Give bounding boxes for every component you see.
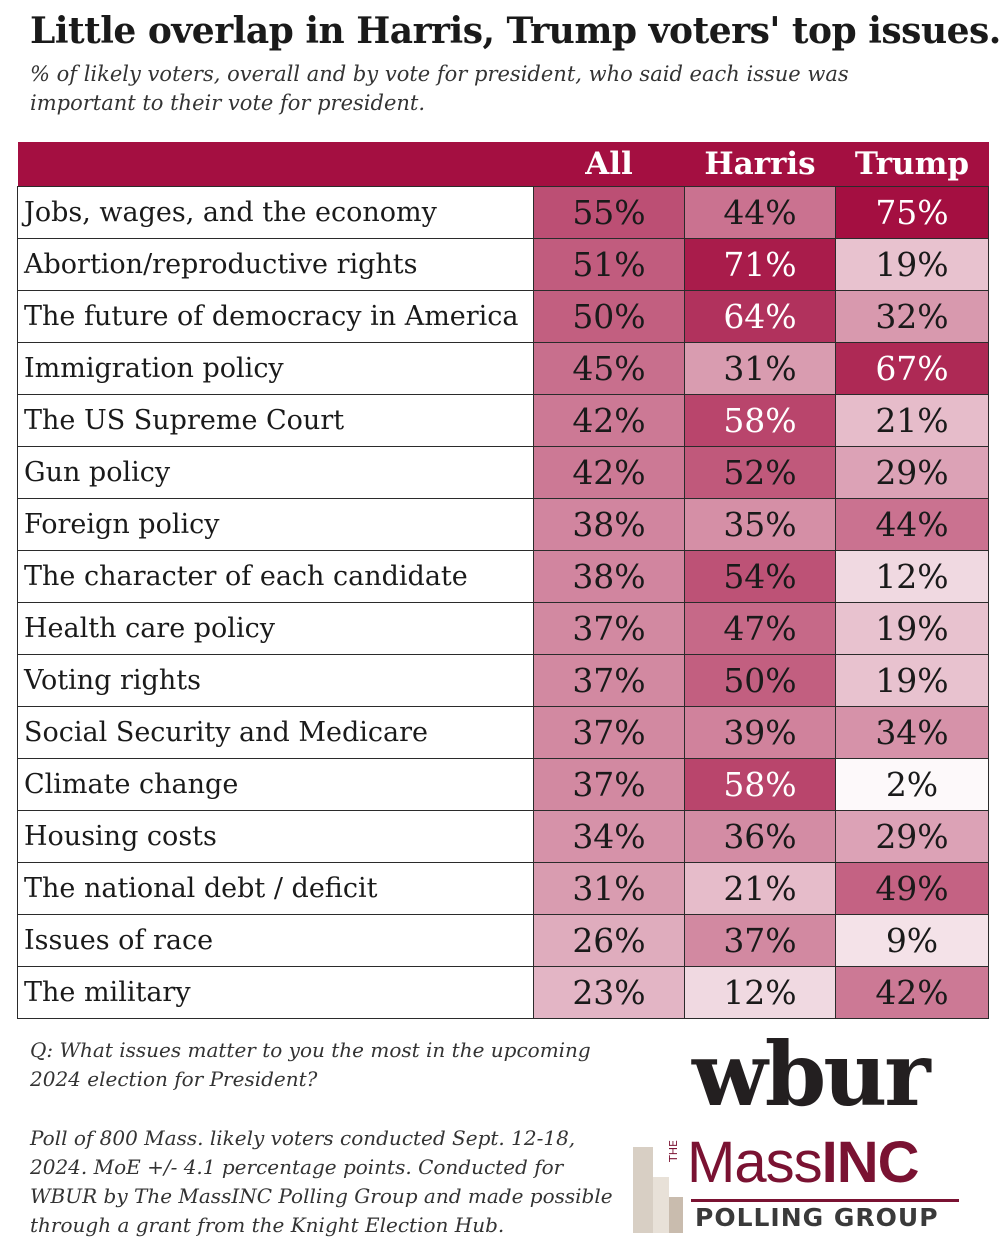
value-cell-harris: 58%: [684, 758, 836, 811]
massinc-logo: THE MassINC POLLING GROUP: [633, 1130, 963, 1237]
table-row: Foreign policy 38% 35% 44%: [17, 498, 989, 551]
table-row: Immigration policy 45% 31% 67%: [17, 342, 989, 395]
value-cell-all: 37%: [533, 706, 685, 759]
value-cell-harris: 58%: [684, 394, 836, 447]
issue-label: Issues of race: [17, 914, 534, 967]
value-cell-all: 51%: [533, 238, 685, 291]
massinc-bars-icon: [633, 1147, 683, 1233]
issue-label: Foreign policy: [17, 498, 534, 551]
value-cell-all: 34%: [533, 810, 685, 863]
massinc-rule: [691, 1199, 959, 1202]
table-row: Gun policy 42% 52% 29%: [17, 446, 989, 499]
value-cell-all: 37%: [533, 602, 685, 655]
chart-title: Little overlap in Harris, Trump voters' …: [30, 10, 1000, 52]
issue-label: Housing costs: [17, 810, 534, 863]
value-cell-harris: 52%: [684, 446, 836, 499]
issue-label: Voting rights: [17, 654, 534, 707]
value-cell-trump: 12%: [835, 550, 989, 603]
table-row: The national debt / deficit 31% 21% 49%: [17, 862, 989, 915]
header-trump: Trump: [835, 142, 989, 187]
value-cell-harris: 35%: [684, 498, 836, 551]
value-cell-trump: 75%: [835, 186, 989, 239]
value-cell-all: 37%: [533, 654, 685, 707]
heatmap-table: All Harris Trump Jobs, wages, and the ec…: [17, 142, 989, 1019]
value-cell-all: 37%: [533, 758, 685, 811]
issue-label: Abortion/reproductive rights: [17, 238, 534, 291]
value-cell-harris: 31%: [684, 342, 836, 395]
value-cell-trump: 29%: [835, 810, 989, 863]
table-row: The future of democracy in America 50% 64%…: [17, 290, 989, 343]
value-cell-all: 38%: [533, 498, 685, 551]
issue-label: The character of each candidate: [17, 550, 534, 603]
value-cell-trump: 49%: [835, 862, 989, 915]
table-row: The US Supreme Court 42% 58% 21%: [17, 394, 989, 447]
table-row: Voting rights 37% 50% 19%: [17, 654, 989, 707]
value-cell-all: 26%: [533, 914, 685, 967]
issue-label: Immigration policy: [17, 342, 534, 395]
header-issue: [17, 142, 534, 187]
value-cell-harris: 12%: [684, 966, 836, 1019]
issue-label: The national debt / deficit: [17, 862, 534, 915]
value-cell-all: 42%: [533, 446, 685, 499]
value-cell-all: 42%: [533, 394, 685, 447]
value-cell-trump: 42%: [835, 966, 989, 1019]
table-row: Abortion/reproductive rights 51% 71% 19%: [17, 238, 989, 291]
table-row: The military 23% 12% 42%: [17, 966, 989, 1019]
table-row: The character of each candidate 38% 54% 12%: [17, 550, 989, 603]
value-cell-trump: 32%: [835, 290, 989, 343]
massinc-inc-text: INC: [821, 1130, 920, 1195]
value-cell-harris: 44%: [684, 186, 836, 239]
value-cell-harris: 64%: [684, 290, 836, 343]
issue-label: Health care policy: [17, 602, 534, 655]
value-cell-harris: 54%: [684, 550, 836, 603]
issue-label: The military: [17, 966, 534, 1019]
value-cell-trump: 19%: [835, 654, 989, 707]
value-cell-trump: 34%: [835, 706, 989, 759]
issue-label: Climate change: [17, 758, 534, 811]
massinc-mass-text: Mass: [687, 1130, 823, 1195]
value-cell-trump: 44%: [835, 498, 989, 551]
massinc-the-text: THE: [667, 1140, 680, 1162]
value-cell-harris: 39%: [684, 706, 836, 759]
value-cell-trump: 19%: [835, 238, 989, 291]
value-cell-harris: 37%: [684, 914, 836, 967]
massinc-polling-text: POLLING GROUP: [695, 1203, 939, 1232]
issue-label: Jobs, wages, and the economy: [17, 186, 534, 239]
table-row: Issues of race 26% 37% 9%: [17, 914, 989, 967]
table-header-row: All Harris Trump: [17, 142, 989, 187]
value-cell-harris: 50%: [684, 654, 836, 707]
value-cell-all: 31%: [533, 862, 685, 915]
massinc-wordmark: MassINC: [687, 1129, 920, 1196]
table-row: Jobs, wages, and the economy 55% 44% 75%: [17, 186, 989, 239]
value-cell-trump: 2%: [835, 758, 989, 811]
poll-note: Poll of 800 Mass. likely voters conducte…: [30, 1126, 613, 1237]
value-cell-harris: 21%: [684, 862, 836, 915]
issue-label: Social Security and Medicare: [17, 706, 534, 759]
header-all: All: [533, 142, 685, 187]
chart-subtitle: % of likely voters, overall and by vote …: [30, 62, 849, 115]
value-cell-trump: 19%: [835, 602, 989, 655]
value-cell-trump: 67%: [835, 342, 989, 395]
table-row: Health care policy 37% 47% 19%: [17, 602, 989, 655]
value-cell-harris: 47%: [684, 602, 836, 655]
value-cell-harris: 36%: [684, 810, 836, 863]
question-note: Q: What issues matter to you the most in…: [30, 1038, 591, 1091]
issue-label: The future of democracy in America: [17, 290, 534, 343]
value-cell-all: 23%: [533, 966, 685, 1019]
value-cell-harris: 71%: [684, 238, 836, 291]
value-cell-all: 50%: [533, 290, 685, 343]
issue-label: Gun policy: [17, 446, 534, 499]
value-cell-all: 55%: [533, 186, 685, 239]
value-cell-trump: 21%: [835, 394, 989, 447]
value-cell-all: 38%: [533, 550, 685, 603]
table-row: Housing costs 34% 36% 29%: [17, 810, 989, 863]
issue-label: The US Supreme Court: [17, 394, 534, 447]
value-cell-trump: 29%: [835, 446, 989, 499]
value-cell-trump: 9%: [835, 914, 989, 967]
table-row: Social Security and Medicare 37% 39% 34%: [17, 706, 989, 759]
value-cell-all: 45%: [533, 342, 685, 395]
wbur-logo: wbur: [692, 1022, 931, 1126]
header-harris: Harris: [684, 142, 836, 187]
table-row: Climate change 37% 58% 2%: [17, 758, 989, 811]
